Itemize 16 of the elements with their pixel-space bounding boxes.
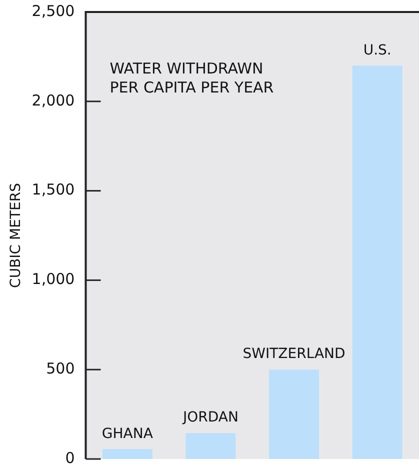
bar (186, 433, 236, 459)
y-tick-label: 500 (46, 359, 75, 378)
y-tick-label: 2,000 (32, 91, 75, 110)
y-tick-label: 1,000 (32, 270, 75, 288)
bar (269, 370, 320, 459)
x-tick-label: GHANA (102, 426, 154, 442)
bar (352, 66, 402, 459)
y-axis-title: CUBIC METERS (8, 182, 24, 288)
bar (102, 449, 152, 459)
x-tick-label: U.S. (363, 42, 392, 58)
y-tick-label: 0 (65, 448, 75, 467)
text: WATER WITHDRAWN PER CAPITA PER YEAR (110, 59, 274, 96)
x-tick-label: JORDAN (182, 410, 238, 426)
x-tick-label: SWITZERLAND (242, 346, 346, 362)
y-tick-label: 1,500 (32, 180, 75, 199)
y-tick-label: 2,500 (32, 2, 75, 20)
